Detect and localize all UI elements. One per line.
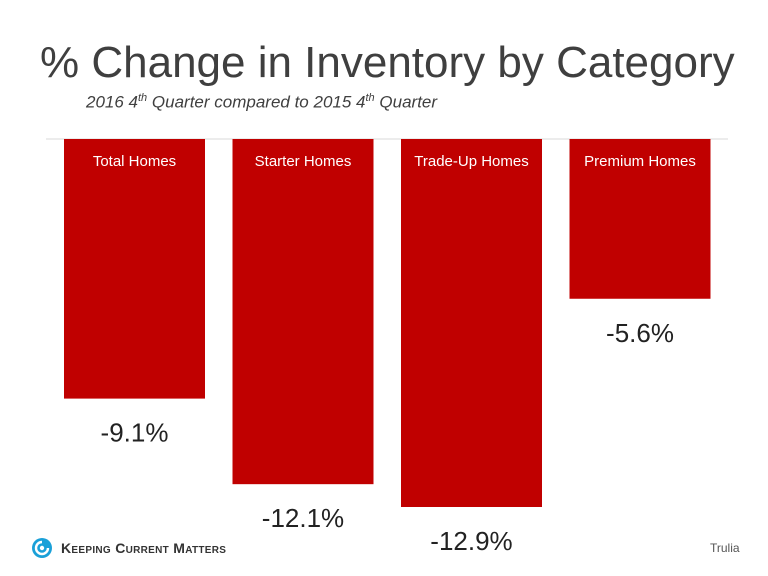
value-label: -5.6%	[606, 318, 674, 348]
category-label: Total Homes	[93, 153, 176, 170]
bar	[401, 139, 542, 507]
source-label: Trulia	[710, 541, 740, 555]
value-label: -12.9%	[430, 526, 512, 556]
subtitle-sup-1: th	[138, 92, 148, 104]
category-label: Premium Homes	[584, 153, 696, 170]
logo-text: Keeping Current Matters	[61, 540, 227, 556]
bar	[569, 139, 711, 299]
category-label: Starter Homes	[255, 153, 352, 170]
kcm-circle-logo-icon	[32, 538, 52, 558]
chart-title: % Change in Inventory by Category	[40, 38, 735, 87]
subtitle-sup-2: th	[365, 92, 375, 104]
value-label: -9.1%	[101, 418, 169, 448]
bar	[64, 139, 205, 399]
category-label: Trade-Up Homes	[414, 153, 528, 170]
kcm-logo: Keeping Current Matters	[31, 537, 226, 559]
subtitle-part-3: Quarter	[374, 92, 438, 112]
chart-subtitle: 2016 4th Quarter compared to 2015 4th Qu…	[86, 92, 437, 113]
subtitle-part-1: 2016 4	[86, 92, 138, 112]
value-label: -12.1%	[262, 503, 344, 533]
bar	[232, 139, 374, 485]
subtitle-part-2: Quarter compared to 2015 4	[147, 92, 366, 112]
